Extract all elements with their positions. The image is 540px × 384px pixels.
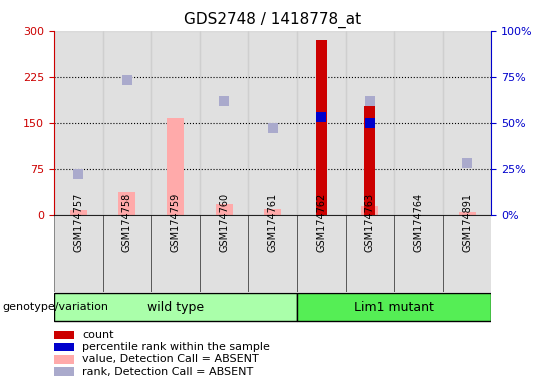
Bar	[103, 215, 151, 292]
Bar	[443, 215, 491, 292]
Point	[268, 125, 277, 131]
Text: GSM174764: GSM174764	[414, 193, 423, 252]
Bar	[151, 215, 200, 292]
Text: GSM174757: GSM174757	[73, 192, 83, 252]
Point	[366, 120, 374, 126]
Point	[123, 78, 131, 84]
Bar	[394, 31, 443, 215]
Text: rank, Detection Call = ABSENT: rank, Detection Call = ABSENT	[83, 367, 254, 377]
Bar	[248, 31, 297, 215]
Text: genotype/variation: genotype/variation	[3, 302, 109, 312]
Bar	[54, 343, 73, 351]
Bar	[54, 355, 73, 364]
Text: GSM174759: GSM174759	[171, 193, 180, 252]
Point	[463, 161, 471, 167]
Bar	[297, 293, 491, 321]
Text: percentile rank within the sample: percentile rank within the sample	[83, 342, 271, 352]
Bar	[103, 31, 151, 215]
Bar	[54, 331, 73, 339]
Bar	[297, 31, 346, 215]
Text: GSM174758: GSM174758	[122, 193, 132, 252]
Text: count: count	[83, 330, 114, 340]
Bar	[215, 204, 233, 215]
Bar	[248, 215, 297, 292]
Bar	[316, 40, 327, 215]
Text: Lim1 mutant: Lim1 mutant	[354, 301, 434, 314]
Point	[74, 171, 83, 177]
Title: GDS2748 / 1418778_at: GDS2748 / 1418778_at	[184, 12, 361, 28]
Bar	[54, 367, 73, 376]
Text: GSM174763: GSM174763	[365, 193, 375, 252]
Bar	[118, 192, 136, 215]
Bar	[200, 31, 248, 215]
Bar	[297, 215, 346, 292]
Bar	[264, 209, 281, 215]
Bar	[200, 215, 248, 292]
Text: GSM174891: GSM174891	[462, 193, 472, 252]
Bar	[54, 31, 103, 215]
Text: GSM174762: GSM174762	[316, 193, 326, 252]
Bar	[443, 31, 491, 215]
Text: value, Detection Call = ABSENT: value, Detection Call = ABSENT	[83, 354, 259, 364]
Bar	[151, 31, 200, 215]
Bar	[167, 118, 184, 215]
Point	[366, 98, 374, 104]
Bar	[364, 106, 375, 215]
Text: GSM174760: GSM174760	[219, 193, 229, 252]
Bar	[54, 215, 103, 292]
Bar	[346, 31, 394, 215]
Bar	[346, 215, 394, 292]
Text: wild type: wild type	[147, 301, 204, 314]
Point	[220, 98, 228, 104]
Bar	[361, 207, 379, 215]
Bar	[54, 293, 297, 321]
Bar	[394, 215, 443, 292]
Point	[317, 114, 326, 121]
Bar	[70, 210, 87, 215]
Text: GSM174761: GSM174761	[268, 193, 278, 252]
Bar	[458, 212, 476, 215]
